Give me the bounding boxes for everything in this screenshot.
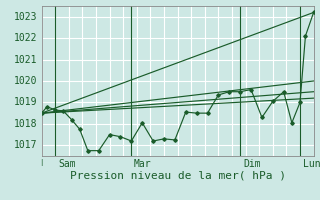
Text: 1022: 1022	[14, 33, 37, 43]
Text: 1019: 1019	[14, 97, 37, 107]
Text: Pression niveau de la mer( hPa ): Pression niveau de la mer( hPa )	[70, 171, 286, 181]
Text: 1017: 1017	[14, 140, 37, 150]
Text: Lun: Lun	[303, 159, 320, 169]
Text: Dim: Dim	[243, 159, 260, 169]
Text: 1023: 1023	[14, 12, 37, 22]
Text: 1018: 1018	[14, 119, 37, 129]
Text: |: |	[40, 159, 43, 166]
Text: Sam: Sam	[58, 159, 76, 169]
Text: 1021: 1021	[14, 55, 37, 65]
Text: 1020: 1020	[14, 76, 37, 86]
Text: Mar: Mar	[134, 159, 152, 169]
